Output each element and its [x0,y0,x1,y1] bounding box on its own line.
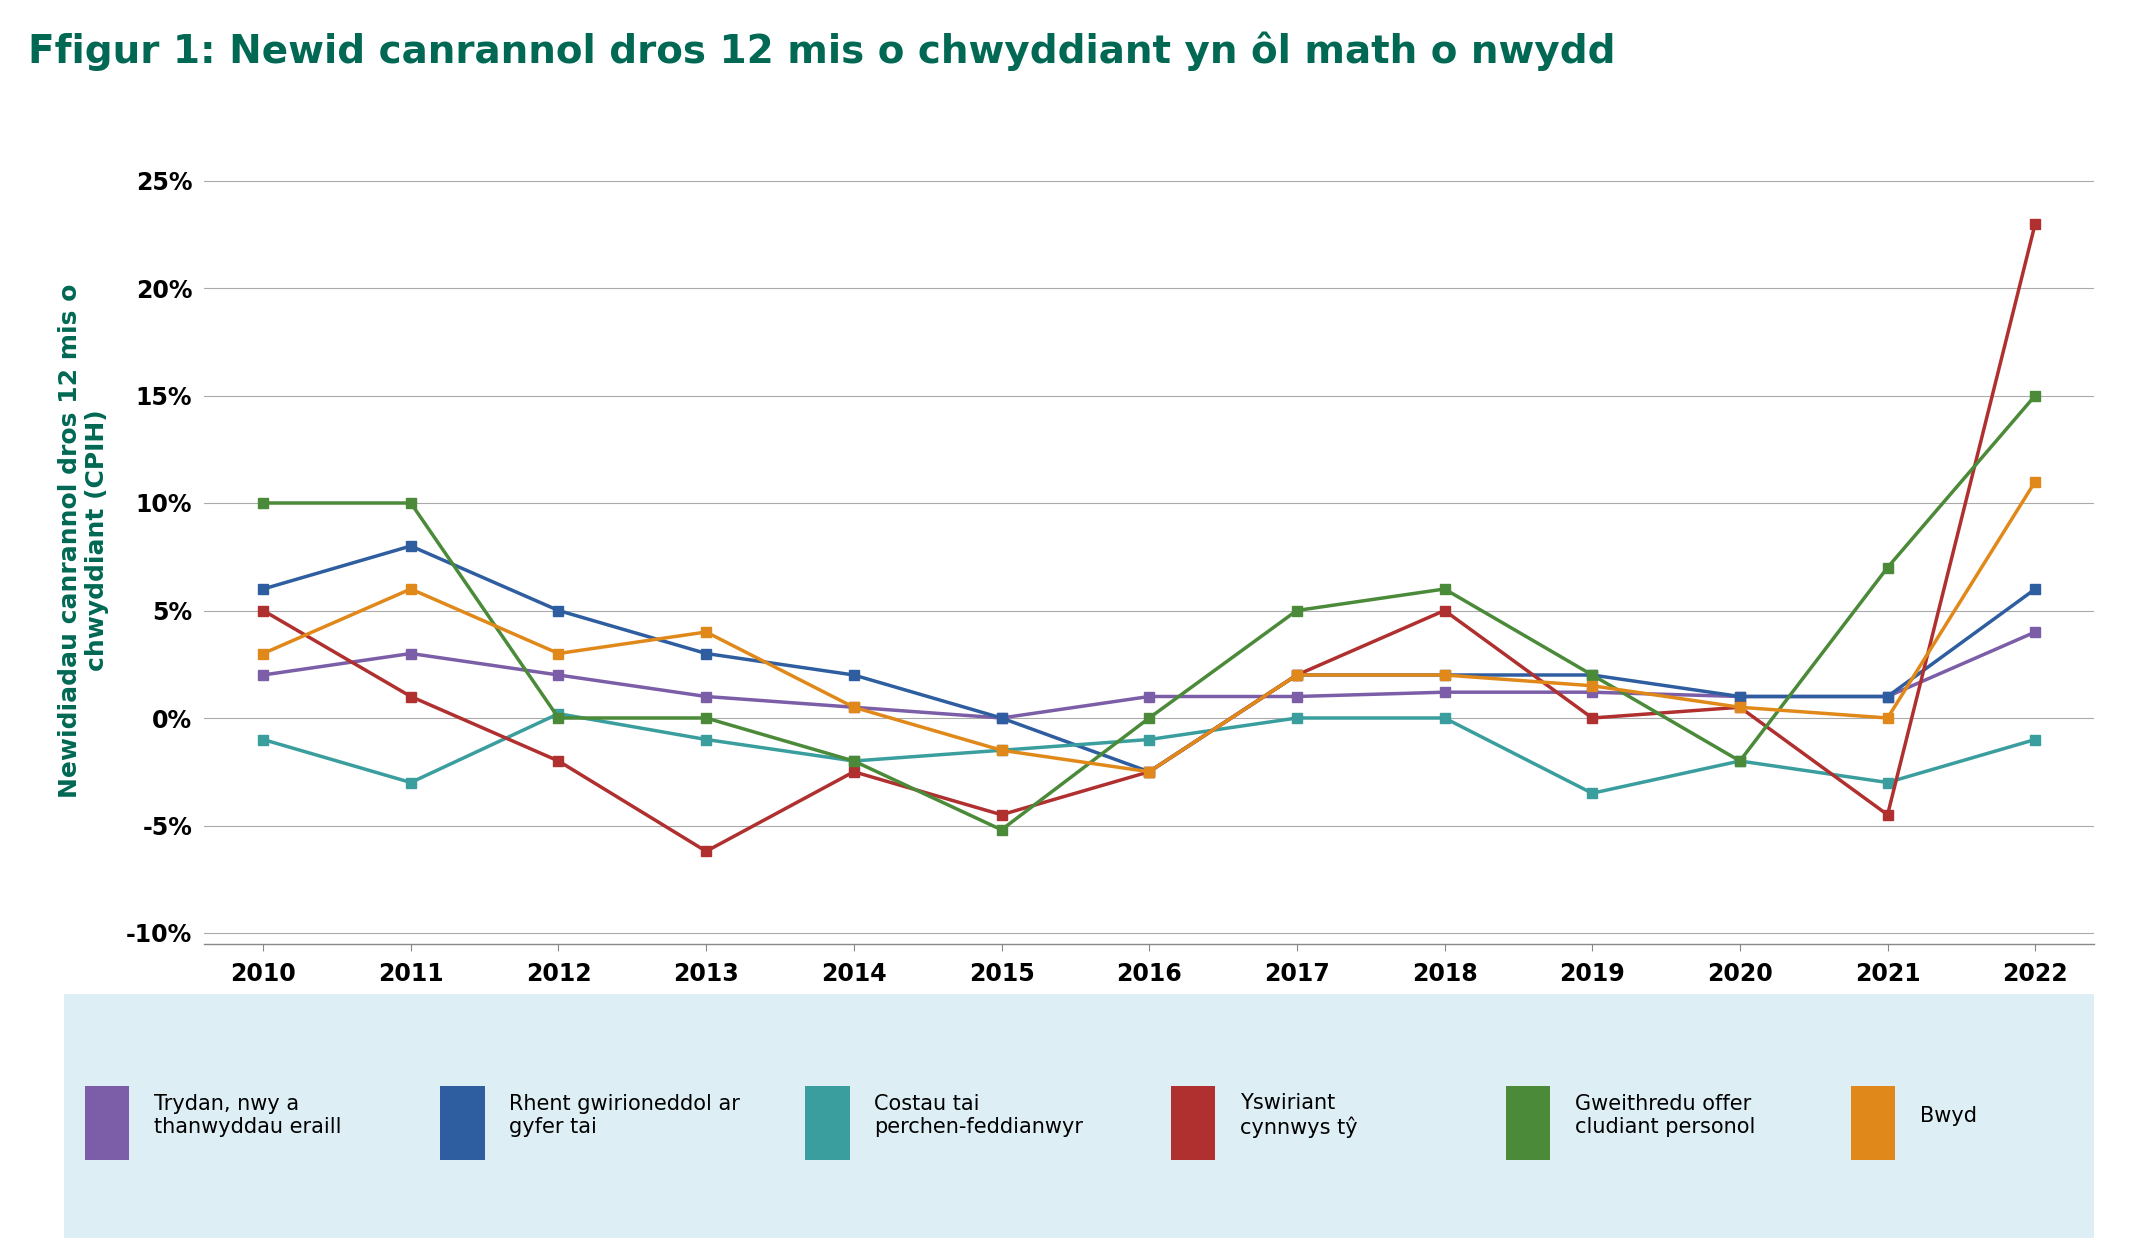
X-axis label: Blwyddyn: Blwyddyn [1080,1003,1218,1026]
FancyBboxPatch shape [1852,1086,1895,1160]
FancyBboxPatch shape [1506,1086,1551,1160]
Text: Yswiriant
cynnwys tŷ: Yswiriant cynnwys tŷ [1239,1092,1358,1138]
Text: Ffigur 1: Newid canrannol dros 12 mis o chwyddiant yn ôl math o nwydd: Ffigur 1: Newid canrannol dros 12 mis o … [28,31,1615,71]
Text: Costau tai
perchen-feddianwyr: Costau tai perchen-feddianwyr [874,1094,1083,1138]
Text: Gweithredu offer
cludiant personol: Gweithredu offer cludiant personol [1574,1094,1755,1138]
Y-axis label: Newidiadau canrannol dros 12 mis o
chwyddiant (CPIH): Newidiadau canrannol dros 12 mis o chwyd… [58,284,110,798]
Text: Trydan, nwy a
thanwyddau eraill: Trydan, nwy a thanwyddau eraill [155,1094,342,1138]
FancyBboxPatch shape [84,1086,129,1160]
FancyBboxPatch shape [1171,1086,1216,1160]
Text: Rhent gwirioneddol ar
gyfer tai: Rhent gwirioneddol ar gyfer tai [509,1094,739,1138]
FancyBboxPatch shape [440,1086,485,1160]
FancyBboxPatch shape [34,994,2124,1238]
Text: Bwyd: Bwyd [1920,1105,1976,1125]
FancyBboxPatch shape [806,1086,851,1160]
